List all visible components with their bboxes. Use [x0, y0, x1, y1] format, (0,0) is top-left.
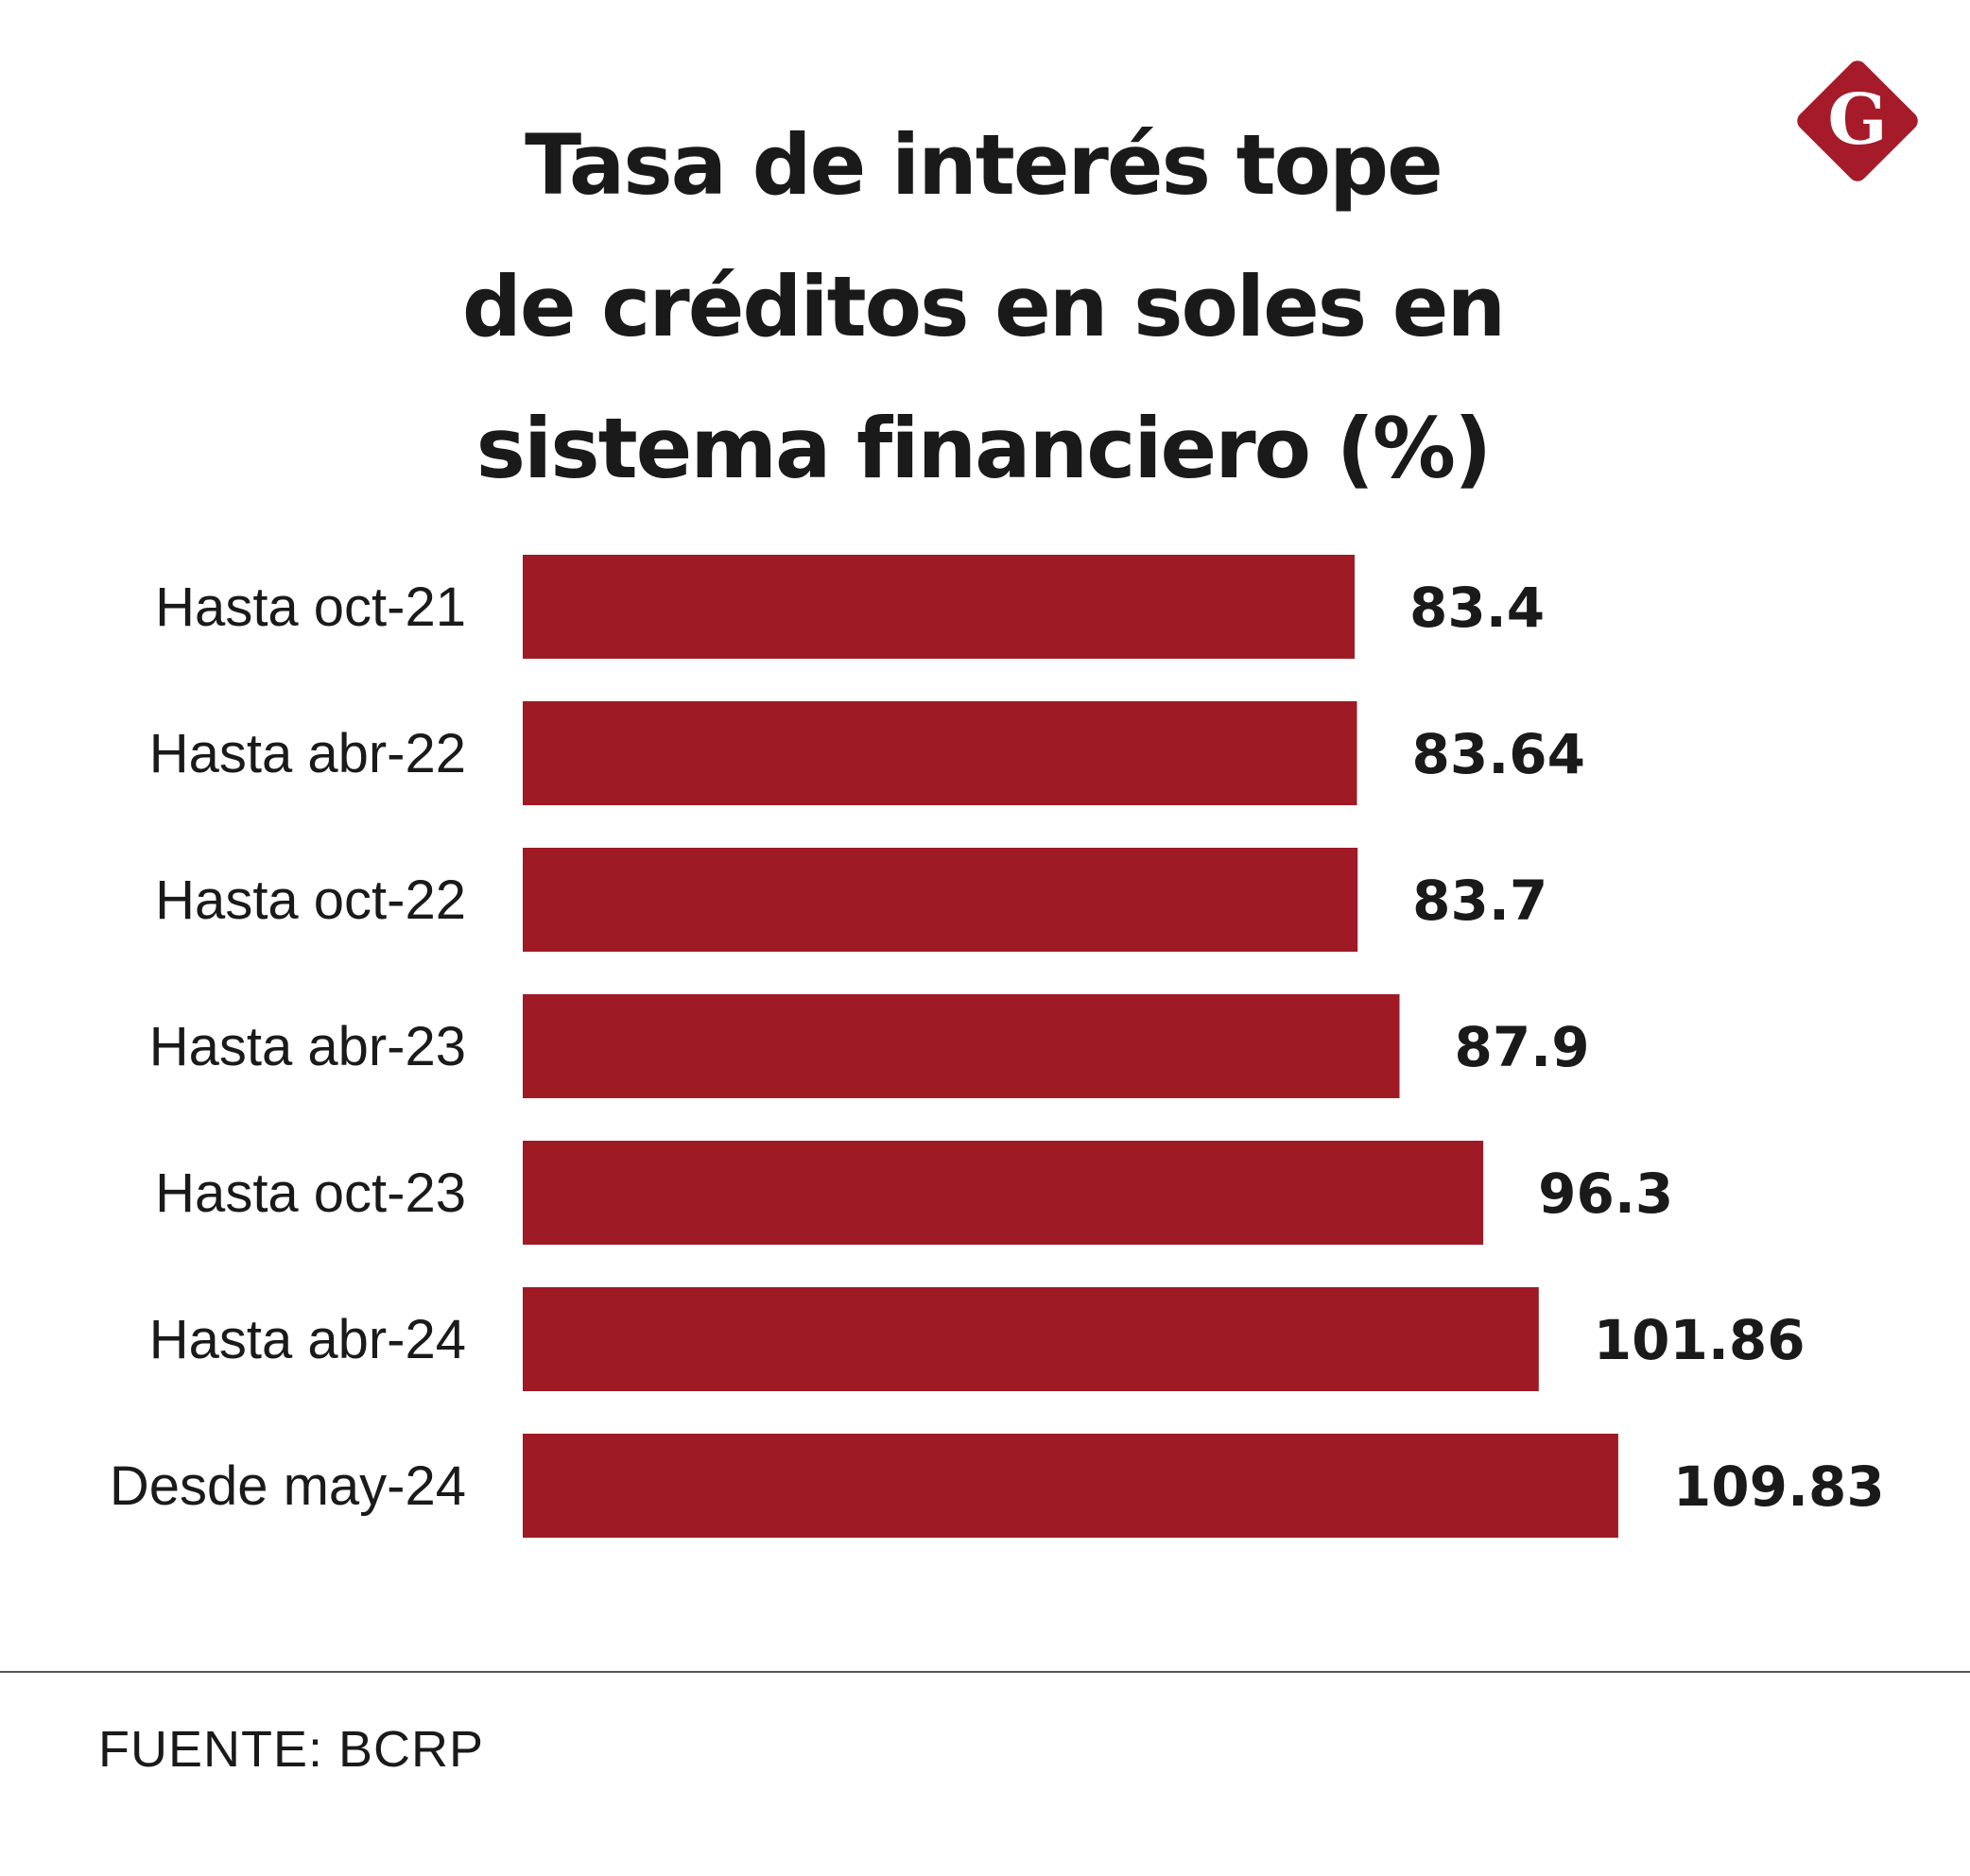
title-line-2: de créditos en soles en — [461, 258, 1506, 355]
category-label-3: Hasta oct-22 — [155, 869, 466, 931]
title-line-3: sistema financiero (%) — [475, 400, 1493, 497]
bar-7 — [523, 1434, 1618, 1538]
category-label-5: Hasta oct-23 — [155, 1162, 466, 1224]
bar-5 — [523, 1141, 1484, 1245]
value-label-1: 83.4 — [1409, 576, 1545, 640]
bar-chart: Hasta oct-21 83.4 Hasta abr-22 83.64 Hasta o… — [110, 555, 1885, 1538]
g-logo-icon: G — [1797, 60, 1918, 181]
category-label-7: Desde may-24 — [110, 1455, 466, 1517]
bar-3 — [523, 848, 1358, 952]
value-label-3: 83.7 — [1412, 869, 1547, 933]
bar-6 — [523, 1287, 1539, 1391]
bar-2 — [523, 701, 1357, 805]
category-label-6: Hasta abr-24 — [149, 1309, 466, 1370]
value-label-7: 109.83 — [1673, 1454, 1885, 1519]
value-label-4: 87.9 — [1454, 1015, 1589, 1079]
value-label-2: 83.64 — [1412, 722, 1585, 786]
bar-1 — [523, 555, 1355, 659]
logo-letter: G — [1827, 79, 1887, 161]
bar-4 — [523, 994, 1400, 1098]
value-label-6: 101.86 — [1594, 1308, 1806, 1372]
category-label-4: Hasta abr-23 — [149, 1016, 466, 1077]
source-note: FUENTE: BCRP — [98, 1721, 485, 1778]
category-label-2: Hasta abr-22 — [149, 723, 466, 784]
title-line-1: Tasa de interés tope — [525, 116, 1443, 214]
footer-divider — [0, 1671, 1970, 1673]
logo-diamond — [1797, 60, 1918, 181]
category-label-1: Hasta oct-21 — [155, 577, 466, 638]
chart-title: Tasa de interés tope de créditos en sole… — [284, 95, 1683, 520]
value-label-5: 96.3 — [1538, 1162, 1673, 1226]
